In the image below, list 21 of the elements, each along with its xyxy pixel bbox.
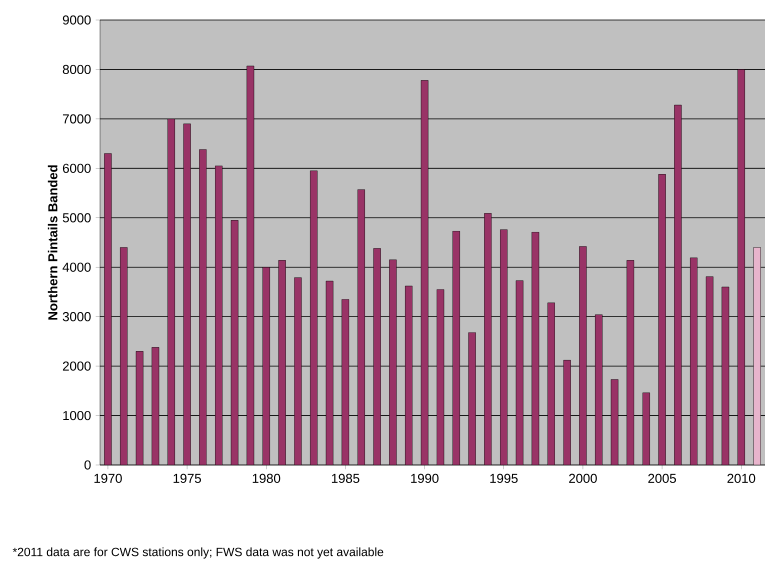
x-tick-label: 2000 xyxy=(569,474,597,483)
text: *2011 data are for CWS stations only; FWS data was not yet available xyxy=(12,547,384,559)
x-tick-label: 1990 xyxy=(411,474,439,483)
x-tick-label: 1985 xyxy=(332,474,360,483)
y-tick-label: 8000 xyxy=(62,64,91,74)
y-tick-label: 6000 xyxy=(62,164,91,173)
x-tick-label: 1980 xyxy=(252,474,280,483)
y-tick-label: 1000 xyxy=(63,410,91,420)
y-tick-label: 2000 xyxy=(62,361,91,371)
x-tick-label: 2005 xyxy=(648,474,676,483)
y-axis-title: Northern Pintails Banded xyxy=(48,165,58,320)
y-tick-label: 5000 xyxy=(62,213,91,222)
x-tick-label: 2010 xyxy=(727,474,756,483)
x-tick-label: 1975 xyxy=(174,474,201,483)
y-tick-label: 9000 xyxy=(62,15,91,25)
x-tick-label: 1970 xyxy=(94,474,122,483)
y-tick-label: 7000 xyxy=(62,114,91,124)
y-tick-label: 4000 xyxy=(62,262,91,272)
x-tick-label: 1995 xyxy=(490,474,518,483)
y-tick-label: 0 xyxy=(84,460,91,470)
y-tick-label: 3000 xyxy=(62,312,91,322)
